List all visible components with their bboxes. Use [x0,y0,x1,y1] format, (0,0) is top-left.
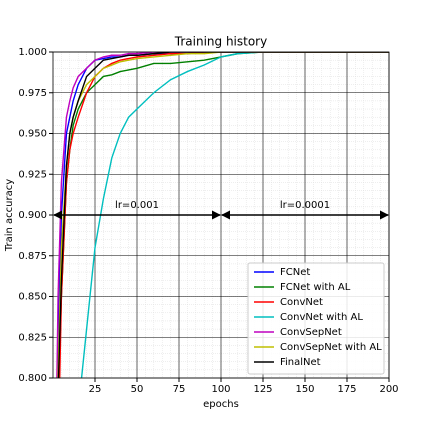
x-tick-label: 200 [379,384,398,395]
x-tick-label: 25 [89,384,102,395]
y-axis-label: Train accuracy [4,179,15,252]
legend-label: FCNet [280,267,310,278]
x-tick-label: 175 [337,384,356,395]
chart-title: Training history [174,35,267,49]
series-line [80,52,389,378]
annotation-text: lr=0.001 [115,200,159,211]
y-tick-label: 0.975 [18,88,47,99]
plot-frame [52,51,390,379]
x-tick-label: 150 [295,384,314,395]
x-tick-label: 50 [131,384,144,395]
y-tick-label: 0.925 [18,169,47,180]
series-line [57,52,389,378]
legend-label: ConvNet [280,297,323,308]
legend-label: FCNet with AL [280,282,351,293]
y-tick-label: 0.850 [18,292,47,303]
y-tick-label: 0.800 [18,373,47,384]
y-tick-label: 0.875 [18,251,47,262]
legend-label: ConvNet with AL [280,312,363,323]
x-axis-label: epochs [203,399,239,410]
x-tick-label: 100 [211,384,230,395]
annotation-text: lr=0.0001 [280,200,330,211]
legend-box [247,262,385,375]
legend-label: ConvSepNet [280,327,342,338]
lines [56,52,389,378]
legend-label: ConvSepNet with AL [280,342,382,353]
y-tick-label: 0.825 [18,332,47,343]
series-line [56,52,389,378]
series-line [59,52,389,378]
x-tick-label: 75 [173,384,186,395]
y-tick-label: 1.000 [18,47,47,58]
y-tick-label: 0.900 [18,210,47,221]
overlay: lr=0.001 lr=0.0001 FCNet FCNet with AL ConvN… [52,51,390,379]
y-tick-label: 0.950 [18,129,47,140]
x-tick-label: 125 [253,384,272,395]
legend-label: FinalNet [280,357,321,368]
